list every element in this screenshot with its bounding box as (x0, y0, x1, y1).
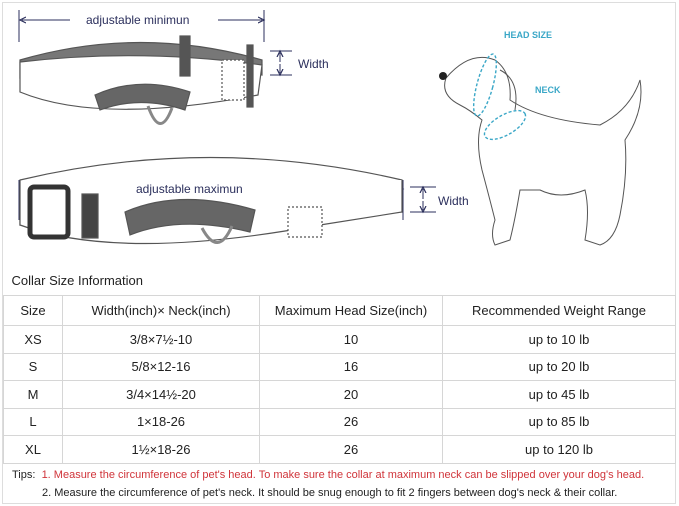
min-dimension-arrow (18, 10, 292, 75)
header-size: Size (3, 295, 63, 326)
table-header-row: Size Width(inch)× Neck(inch) Maximum Hea… (3, 295, 676, 326)
cell-size: XL (3, 435, 63, 464)
adjustable-minimum-label: adjustable minimun (86, 13, 190, 27)
cell-weight: up to 120 lb (442, 435, 676, 464)
cell-width-neck: 3/4×14½-20 (62, 380, 260, 409)
table-row: XS 3/8×7½-10 10 up to 10 lb (3, 325, 676, 354)
cell-weight: up to 20 lb (442, 352, 676, 381)
cell-width-neck: 1×18-26 (62, 407, 260, 436)
dog-drawing (444, 56, 642, 246)
cell-size: L (3, 407, 63, 436)
cell-max-head: 26 (259, 407, 443, 436)
cell-max-head: 16 (259, 352, 443, 381)
dog-nose (439, 72, 447, 80)
table-row: XL 1½×18-26 26 up to 120 lb (3, 435, 676, 464)
table-title: Collar Size Information (3, 265, 676, 296)
cell-size: XS (3, 325, 63, 354)
neck-label: NECK (535, 85, 561, 95)
cell-weight: up to 10 lb (442, 325, 676, 354)
adjustable-maximum-label: adjustable maximun (136, 182, 243, 196)
tip-1: 1. Measure the circumference of pet's he… (41, 469, 645, 481)
table-row: L 1×18-26 26 up to 85 lb (3, 407, 676, 436)
cell-max-head: 10 (259, 325, 443, 354)
collar-minimum (19, 35, 263, 125)
cell-max-head: 26 (259, 435, 443, 464)
tips-label: Tips: (12, 469, 36, 481)
cell-weight: up to 45 lb (442, 380, 676, 409)
header-width-neck: Width(inch)× Neck(inch) (62, 295, 260, 326)
tips-section: Tips: 1. Measure the circumference of pe… (12, 466, 644, 502)
table-row: M 3/4×14½-20 20 up to 45 lb (3, 380, 676, 409)
cell-max-head: 20 (259, 380, 443, 409)
header-weight-range: Recommended Weight Range (442, 295, 676, 326)
cell-width-neck: 1½×18-26 (62, 435, 260, 464)
collar-maximum (19, 156, 403, 245)
tip-2: 2. Measure the circumference of pet's ne… (42, 487, 618, 499)
cell-size: M (3, 380, 63, 409)
measure-lines (472, 53, 527, 141)
cell-width-neck: 3/8×7½-10 (62, 325, 260, 354)
collar-size-table: Collar Size Information Size Width(inch)… (3, 265, 676, 464)
collar-and-dog-illustration (18, 10, 642, 246)
cell-weight: up to 85 lb (442, 407, 676, 436)
width-label-top: Width (298, 57, 329, 71)
header-max-head: Maximum Head Size(inch) (259, 295, 443, 326)
cell-width-neck: 5/8×12-16 (62, 352, 260, 381)
head-size-label: HEAD SIZE (504, 30, 553, 40)
table-row: S 5/8×12-16 16 up to 20 lb (3, 352, 676, 381)
cell-size: S (3, 352, 63, 381)
width-label-bottom: Width (438, 194, 469, 208)
